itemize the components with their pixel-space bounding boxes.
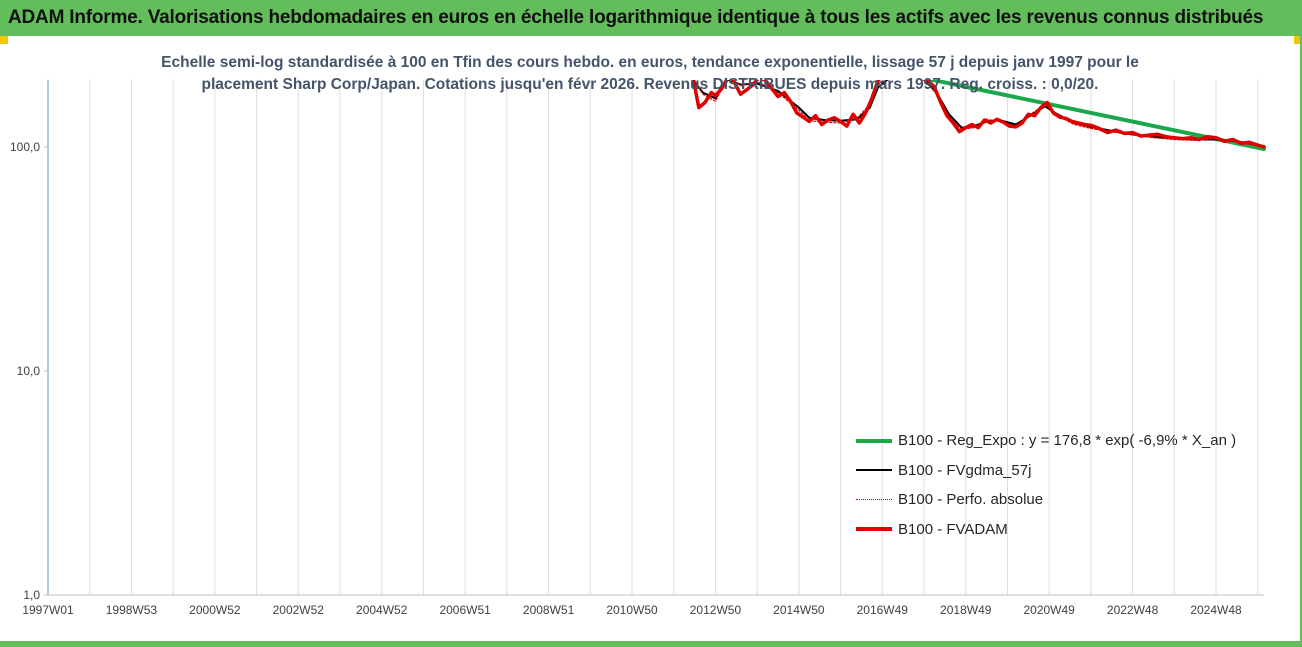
report-title: ADAM Informe. Valorisations hebdomadaire… xyxy=(8,7,1264,28)
series-line-fvadam xyxy=(691,80,1266,149)
legend-item-smooth: B100 - FVgdma_57j xyxy=(856,456,1236,486)
legend-label-perf: B100 - Perfo. absolue xyxy=(898,491,1044,509)
bottom-bar xyxy=(0,641,1302,647)
series-line-trend xyxy=(923,80,1266,151)
axes: 1,0 10,0 100,0 1997W01 1998W53 2000W52 2002W52… xyxy=(10,79,1264,617)
corner-marker-top-right xyxy=(1294,36,1302,44)
y-tick-label: 100,0 xyxy=(10,140,40,154)
x-tick-label: 2010W50 xyxy=(606,603,658,617)
chart-subtitle: Echelle semi-log standardisée à 100 en T… xyxy=(140,52,1160,96)
x-tick-label: 2004W52 xyxy=(356,603,408,617)
y-tick-label: 10,0 xyxy=(17,364,41,378)
x-tick-label: 2024W48 xyxy=(1190,603,1242,617)
legend-label-fvadam: B100 - FVADAM xyxy=(898,520,1008,538)
legend-item-fvadam: B100 - FVADAM xyxy=(856,515,1236,545)
corner-marker-top-left xyxy=(0,36,8,44)
chart-frame xyxy=(0,36,1302,641)
legend-label-smooth: B100 - FVgdma_57j xyxy=(898,461,1032,479)
legend-item-perf: B100 - Perfo. absolue xyxy=(856,485,1236,515)
x-tick-label: 2012W50 xyxy=(690,603,742,617)
x-tick-label: 1997W01 xyxy=(22,603,74,617)
legend-label-trend: B100 - Reg_Expo : y = 176,8 * exp( -6,9%… xyxy=(898,432,1237,450)
report-header: ADAM Informe. Valorisations hebdomadaire… xyxy=(0,0,1302,36)
legend-swatch-trend xyxy=(856,438,892,443)
legend-swatch-perf xyxy=(856,499,892,501)
series-lines xyxy=(691,80,1266,151)
x-tick-label: 2000W52 xyxy=(189,603,241,617)
x-tick-label: 2016W49 xyxy=(857,603,909,617)
x-tick-label: 2018W49 xyxy=(940,603,992,617)
x-tick-label: 1998W53 xyxy=(106,603,158,617)
x-tick-label: 2002W52 xyxy=(273,603,325,617)
x-tick-label: 2022W48 xyxy=(1107,603,1159,617)
chart-subtitle-line-1: Echelle semi-log standardisée à 100 en T… xyxy=(161,54,1139,71)
chart-subtitle-line-2: placement Sharp Corp/Japan. Cotations ju… xyxy=(201,76,1099,93)
x-tick-label: 2008W51 xyxy=(523,603,575,617)
grid-lines xyxy=(89,79,1259,595)
legend-swatch-fvadam xyxy=(856,527,892,532)
legend-swatch-smooth xyxy=(856,469,892,472)
x-tick-label: 2014W50 xyxy=(773,603,825,617)
chart-legend: B100 - Reg_Expo : y = 176,8 * exp( -6,9%… xyxy=(856,426,1236,544)
y-tick-label: 1,0 xyxy=(23,588,40,602)
x-tick-label: 2006W51 xyxy=(439,603,491,617)
x-tick-label: 2020W49 xyxy=(1023,603,1075,617)
legend-item-trend: B100 - Reg_Expo : y = 176,8 * exp( -6,9%… xyxy=(856,426,1236,456)
